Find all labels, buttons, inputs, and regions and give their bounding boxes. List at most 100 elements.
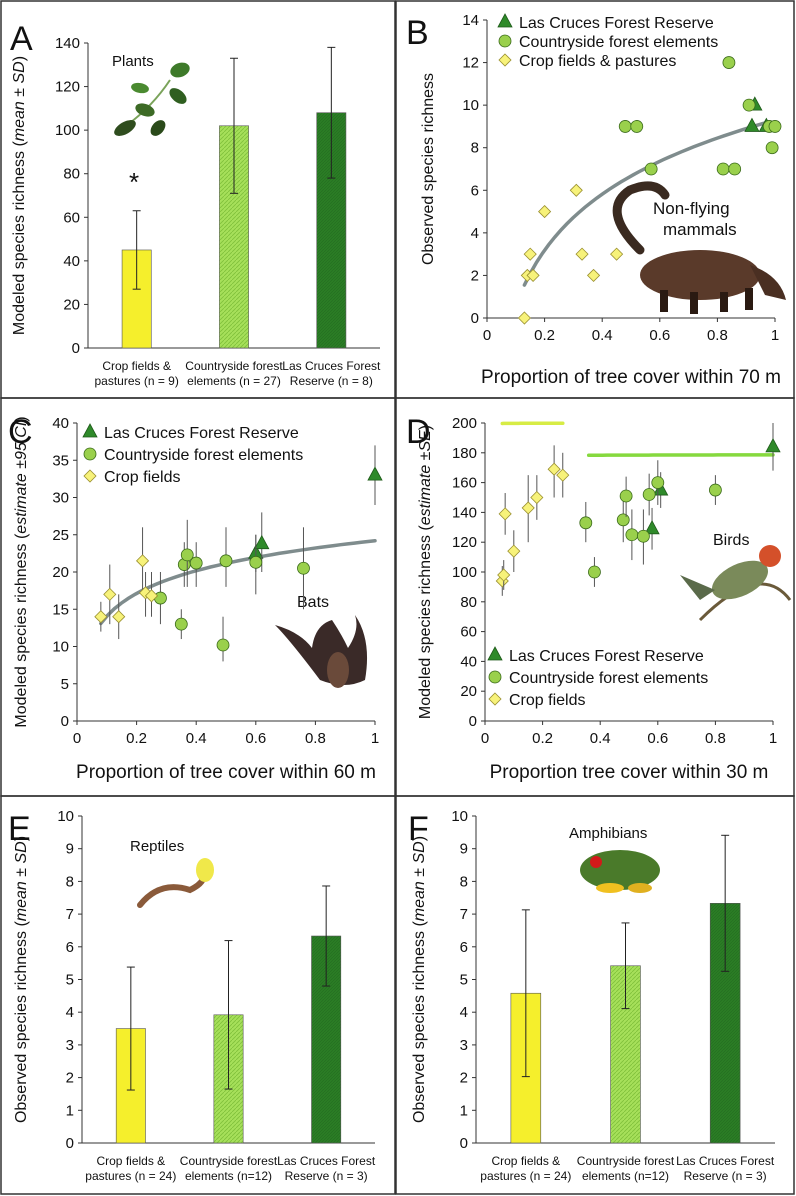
chart-a-category-label: Las Cruces Forest xyxy=(282,359,381,373)
chart-a-category-label: Countryside forest xyxy=(185,359,283,373)
panel-letter-e: E xyxy=(8,810,31,848)
chart-d-birds: 0 20 40 60 80 100 120 140 160 180 200 0 0.2 0.4 0.6 0.8… xyxy=(417,415,781,783)
chart-b-circle-marker xyxy=(644,162,658,176)
chart-b-x-tick-label: 0 xyxy=(483,327,491,344)
chart-b-legend-label: Las Cruces Forest Reserve xyxy=(519,15,714,32)
chart-c-fit-curve xyxy=(99,538,377,626)
chart-d-y-tick-label: 60 xyxy=(460,624,477,641)
chart-a-plants: 0 20 40 60 80 100 120 140 Crop fields &pastures … xyxy=(11,35,381,388)
plant-illustration-icon xyxy=(114,62,190,136)
chart-a-y-tick-label: 140 xyxy=(55,35,80,52)
chart-d-diamond-marker xyxy=(497,568,511,582)
chart-b-triangle-marker xyxy=(744,117,760,132)
chart-f-y-tick-label: 9 xyxy=(460,841,468,858)
chart-f-category-label: elements (n=12) xyxy=(582,1169,669,1183)
chart-c-circle-marker xyxy=(249,555,263,569)
chart-d-diamond-marker xyxy=(521,501,535,515)
chart-b-legend-label: Countryside forest elements xyxy=(519,34,718,51)
chart-d-x-tick-label: 0 xyxy=(481,730,489,747)
chart-b-x-tick-label: 0.2 xyxy=(534,327,555,344)
chart-f-y-tick-label: 8 xyxy=(460,873,468,890)
chart-f-category-label: Las Cruces Forest xyxy=(676,1154,775,1168)
chart-c-y-tick-label: 5 xyxy=(61,676,69,693)
chart-d-x-tick-label: 1 xyxy=(769,730,777,747)
chart-f-y-tick-label: 7 xyxy=(460,906,468,923)
chart-e-y-tick-label: 6 xyxy=(66,939,74,956)
reptiles-annotation: Reptiles xyxy=(130,838,184,855)
chart-a-y-tick-label: 120 xyxy=(55,79,80,96)
chart-f-category-label: pastures (n = 24) xyxy=(480,1169,571,1183)
chart-b-diamond-marker xyxy=(610,247,624,261)
chart-b-y-tick-label: 0 xyxy=(471,310,479,327)
chart-c-diamond-marker xyxy=(112,610,126,624)
chart-d-circle-marker xyxy=(625,528,639,542)
chart-b-y-tick-label: 4 xyxy=(471,225,479,242)
chart-d-diamond-marker xyxy=(556,468,570,482)
chart-c-y-tick-label: 35 xyxy=(52,452,69,469)
chart-b-x-tick-label: 1 xyxy=(771,327,779,344)
chart-b-circle-marker xyxy=(765,141,779,155)
chart-b-mammals: 0 2 4 6 8 10 12 14 0 0.2 0.4 0.6 0.8 1 Las Cruces Fore… xyxy=(420,12,782,388)
chart-c-x-tick-label: 0.4 xyxy=(186,730,207,747)
chart-c-circle-marker xyxy=(174,617,188,631)
panel-letter-c: C xyxy=(8,413,33,451)
chart-d-y-tick-label: 0 xyxy=(469,713,477,730)
chart-a-y-tick-label: 80 xyxy=(63,166,80,183)
chart-b-diamond-marker xyxy=(586,268,601,282)
chart-b-diamond-marker xyxy=(569,183,583,197)
chart-d-circle-marker xyxy=(579,516,593,530)
chart-d-diamond-marker xyxy=(498,507,512,521)
chart-c-triangle-marker xyxy=(367,466,383,481)
chart-c-legend-label: Crop fields xyxy=(104,469,180,486)
chart-f-y-tick-label: 2 xyxy=(460,1070,468,1087)
chart-f-y-tick-label: 3 xyxy=(460,1037,468,1054)
panel-letter-f: F xyxy=(408,810,429,848)
coati-illustration-icon xyxy=(612,181,786,314)
chart-c-legend-triangle-marker xyxy=(82,423,98,438)
chart-c-legend-label: Countryside forest elements xyxy=(104,447,303,464)
chart-d-legend-triangle-marker xyxy=(487,646,503,661)
chart-d-y-tick-label: 40 xyxy=(460,653,477,670)
chart-c-circle-marker xyxy=(154,591,167,605)
chart-f-y-tick-label: 4 xyxy=(460,1004,468,1021)
chart-d-y-tick-label: 140 xyxy=(452,504,477,521)
frog-illustration-icon xyxy=(580,850,660,893)
chart-d-x-tick-label: 0.8 xyxy=(705,730,726,747)
chart-e-y-tick-label: 1 xyxy=(66,1102,74,1119)
chart-c-y-tick-label: 30 xyxy=(52,490,69,507)
chart-b-legend-triangle-marker xyxy=(497,13,513,28)
chart-c-legend-diamond-marker xyxy=(83,469,97,483)
chart-e-y-tick-label: 5 xyxy=(66,972,74,989)
chart-c-x-axis-label: Proportion of tree cover within 60 m xyxy=(76,762,376,783)
chart-f-y-tick-label: 0 xyxy=(460,1135,468,1152)
chart-c-y-tick-label: 10 xyxy=(52,639,69,656)
birds-annotation: Birds xyxy=(713,532,749,549)
chart-d-triangle-marker xyxy=(765,437,781,453)
chart-f-category-label: Countryside forest xyxy=(577,1154,675,1168)
chart-d-circle-marker xyxy=(637,529,650,543)
chart-c-y-tick-label: 25 xyxy=(52,527,69,544)
chart-d-circle-marker xyxy=(616,513,630,527)
chart-d-y-tick-label: 100 xyxy=(452,564,477,581)
chart-d-circle-marker xyxy=(642,488,656,501)
chart-b-legend-label: Crop fields & pastures xyxy=(519,53,676,70)
chart-e-category-label: Las Cruces Forest xyxy=(277,1154,376,1168)
chart-e-category-label: Reserve (n = 3) xyxy=(285,1169,368,1183)
chart-d-diamond-marker xyxy=(507,544,521,558)
chart-b-y-tick-label: 14 xyxy=(462,12,479,29)
chart-b-circle-marker xyxy=(768,120,782,133)
chart-d-y-tick-label: 160 xyxy=(452,475,477,492)
chart-a-category-label: Reserve (n = 8) xyxy=(290,374,373,388)
chart-d-y-tick-label: 180 xyxy=(452,445,477,462)
chart-b-diamond-marker xyxy=(517,311,532,325)
chart-a-y-tick-label: 100 xyxy=(55,122,80,139)
chart-c-diamond-marker xyxy=(94,610,108,624)
chart-b-diamond-marker xyxy=(575,247,589,261)
chart-d-circle-marker xyxy=(619,489,633,503)
chart-c-circle-marker xyxy=(297,561,310,575)
chart-d-legend-label: Las Cruces Forest Reserve xyxy=(509,648,704,665)
chart-d-y-tick-label: 120 xyxy=(452,534,477,551)
bats-annotation: Bats xyxy=(297,594,329,611)
chart-d-legend-circle-marker xyxy=(488,670,502,684)
